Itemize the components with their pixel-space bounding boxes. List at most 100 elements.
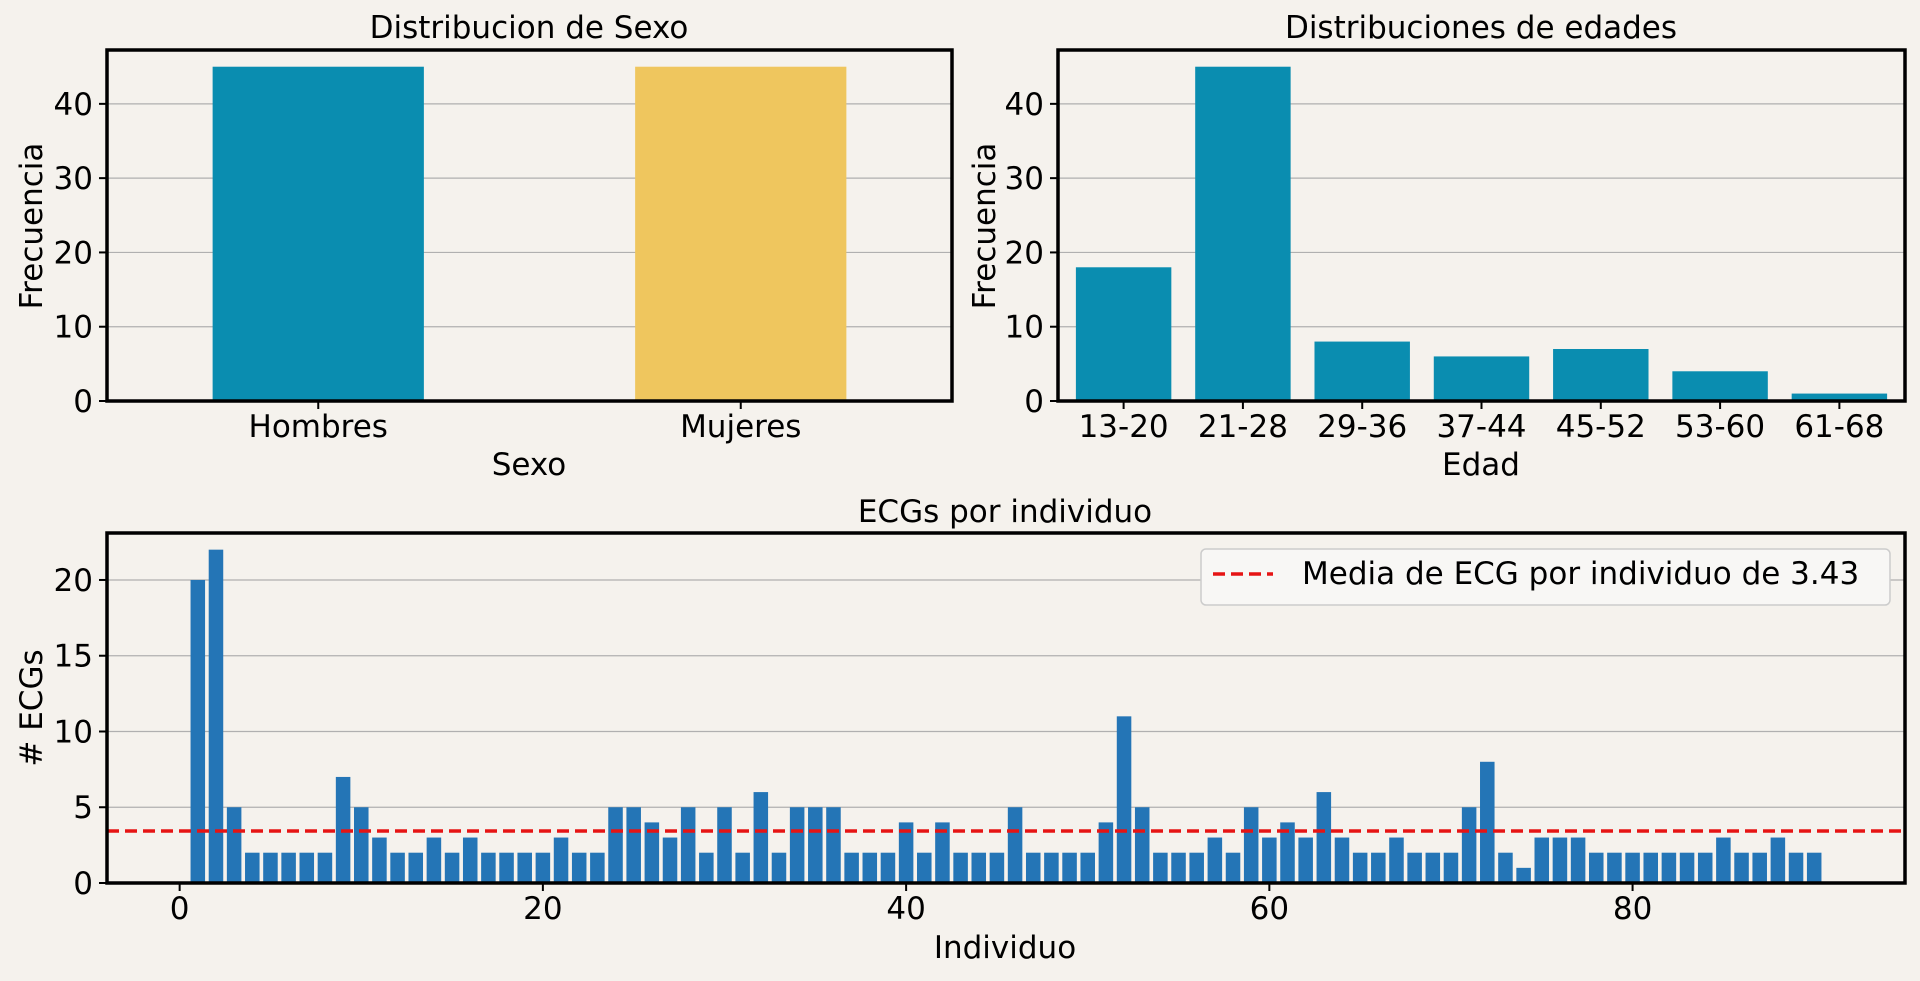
bar [1625,852,1640,883]
y-tick-label: 30 [54,161,93,197]
bar [1806,852,1822,883]
y-tick-label: 0 [73,384,93,420]
bar [553,837,569,883]
bar [1734,852,1749,883]
bar [1262,837,1277,883]
bar [353,807,369,883]
x-tick-label: 21-28 [1198,409,1288,445]
bar [789,807,805,883]
ecg-per-individual-chart: ECGs por individuo 0 5 10 15 20 0 20 40 60 80 Med… [14,494,1907,966]
bar [1407,852,1422,883]
y-tick-label: 20 [54,563,93,599]
sex-distribution-chart: Distribucion de Sexo 0 10 20 30 40 Hombres Muj… [14,10,954,483]
x-tick-label: 20 [523,891,562,927]
bar [1788,852,1804,883]
bar [1534,837,1550,883]
x-tick-label: 45-52 [1556,409,1646,445]
x-axis-label: Edad [1442,447,1520,483]
bar [1098,822,1114,883]
y-tick-label: 40 [1005,87,1044,123]
bars [1075,66,1888,401]
legend-mean-line-label: Media de ECG por individuo de 3.43 [1302,556,1859,592]
bar [390,852,405,883]
bar [212,66,424,401]
ticks: 0 10 20 30 40 13-20 21-28 29-36 37-44 45-52 53-60 6… [1005,87,1885,445]
bar [826,807,841,883]
bar [1298,837,1313,883]
bar [1661,852,1677,883]
bar [1480,761,1495,883]
bar [1697,852,1713,883]
chart-title: Distribucion de Sexo [370,10,689,46]
bar [735,852,750,883]
bar [1134,807,1150,883]
bar [1498,852,1513,883]
bar [1334,837,1350,883]
y-axis-label: Frecuencia [14,143,50,310]
bar [535,852,551,883]
y-tick-label: 15 [54,639,93,675]
bar [635,66,847,401]
y-tick-label: 30 [1005,161,1044,197]
bar [1044,852,1059,883]
bar [844,852,859,883]
x-tick-label: 37-44 [1436,409,1526,445]
bar [1791,393,1888,401]
ticks: 0 5 10 15 20 0 20 40 60 80 [54,563,1653,927]
bar [444,852,460,883]
bar [699,852,714,883]
bar [1316,792,1332,883]
bar [862,852,878,883]
bar [1062,852,1077,883]
bar [608,807,623,883]
legend-box [1200,548,1891,606]
bar [1171,852,1186,883]
y-axis-label: # ECGs [14,649,50,766]
bar [717,807,732,883]
bar [1225,852,1241,883]
bar [1752,852,1767,883]
bar [1389,837,1404,883]
bar [1352,852,1368,883]
x-tick-label: 13-20 [1079,409,1169,445]
bar [680,807,696,883]
bar [1461,807,1477,883]
bar [1672,371,1768,401]
bar [590,852,605,883]
y-tick-label: 5 [73,790,93,826]
bar [1553,349,1649,401]
bar [1425,852,1441,883]
bar [281,852,296,883]
bar [571,852,587,883]
bar [1570,837,1586,883]
bar [462,837,478,883]
bar [1607,852,1622,883]
bar [1516,867,1531,883]
bar [317,852,333,883]
bar [1552,837,1568,883]
x-tick-label: Mujeres [680,409,801,445]
y-tick-label: 20 [54,235,93,271]
bar [208,549,224,883]
x-axis-label: Individuo [934,930,1076,966]
bar [408,852,424,883]
x-tick-label: 0 [170,891,190,927]
bar [190,579,206,883]
y-tick-label: 10 [54,310,93,346]
bar [299,852,315,883]
bars [212,66,847,401]
bar [245,852,260,883]
bar [1189,852,1204,883]
bar [1770,837,1786,883]
bar [1116,716,1132,883]
bar [1371,852,1386,883]
chart-title: ECGs por individuo [858,494,1152,530]
bar [1433,356,1530,401]
bar [1153,852,1168,883]
x-tick-label: 40 [886,891,925,927]
x-tick-label: Hombres [249,409,388,445]
x-tick-label: 60 [1250,891,1289,927]
bar [1280,822,1295,883]
x-tick-label: 61-68 [1794,409,1884,445]
